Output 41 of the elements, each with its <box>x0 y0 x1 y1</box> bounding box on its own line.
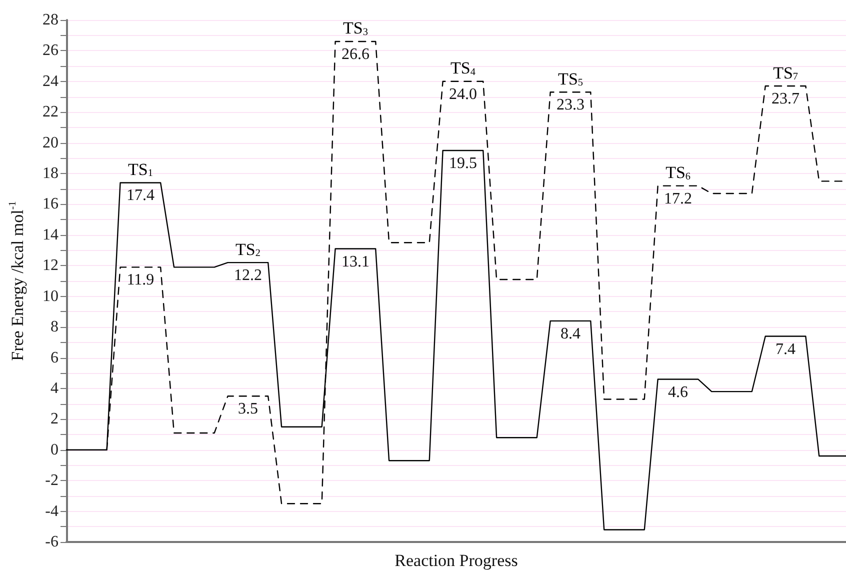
y-tick-label: 18 <box>42 165 58 182</box>
y-tick-label: 2 <box>50 410 58 428</box>
data-label: 4.6 <box>668 384 688 401</box>
y-tick-label: 22 <box>42 104 58 121</box>
y-tick-label: 6 <box>50 349 58 366</box>
y-tick-label: 4 <box>50 380 58 397</box>
data-label: 11.9 <box>126 272 154 289</box>
y-tick-label: 28 <box>42 12 58 28</box>
data-label: 23.3 <box>556 96 585 114</box>
y-tick-label: 10 <box>42 288 58 305</box>
data-label: 24.0 <box>449 86 478 103</box>
data-label: 12.2 <box>234 267 262 284</box>
annotation: TS2 <box>236 240 260 260</box>
data-label: 17.4 <box>126 187 154 204</box>
y-tick-label: 8 <box>50 318 58 336</box>
data-label: 3.5 <box>238 400 258 418</box>
y-tick-label: 12 <box>42 257 58 274</box>
y-axis-title: Free Energy /kcal mol-1 <box>8 201 27 361</box>
annotation: TS6 <box>666 163 691 182</box>
annotation: TS1 <box>128 160 153 180</box>
y-tick-label: -6 <box>45 534 58 550</box>
annotation: TS7 <box>773 63 798 83</box>
y-tick-label: 0 <box>50 441 58 458</box>
x-axis-title: Reaction Progress <box>394 551 518 570</box>
y-tick-label: 20 <box>42 134 58 152</box>
data-label: 7.4 <box>776 340 796 358</box>
data-label: 26.6 <box>341 46 370 63</box>
data-label: 8.4 <box>560 325 581 342</box>
annotation: TS3 <box>343 18 368 38</box>
y-tick-label: 14 <box>42 226 58 244</box>
data-label: 23.7 <box>772 90 800 108</box>
annotation: TS4 <box>450 58 476 78</box>
data-label: 17.2 <box>664 190 692 208</box>
annotation: TS5 <box>558 69 583 89</box>
data-label: 13.1 <box>341 253 370 270</box>
y-tick-label: 24 <box>42 72 58 90</box>
y-tick-label: -2 <box>45 472 58 490</box>
y-tick-label: 26 <box>42 42 58 60</box>
y-tick-label: 16 <box>42 196 58 213</box>
y-tick-label: -4 <box>45 502 58 520</box>
data-label: 19.5 <box>449 155 478 172</box>
